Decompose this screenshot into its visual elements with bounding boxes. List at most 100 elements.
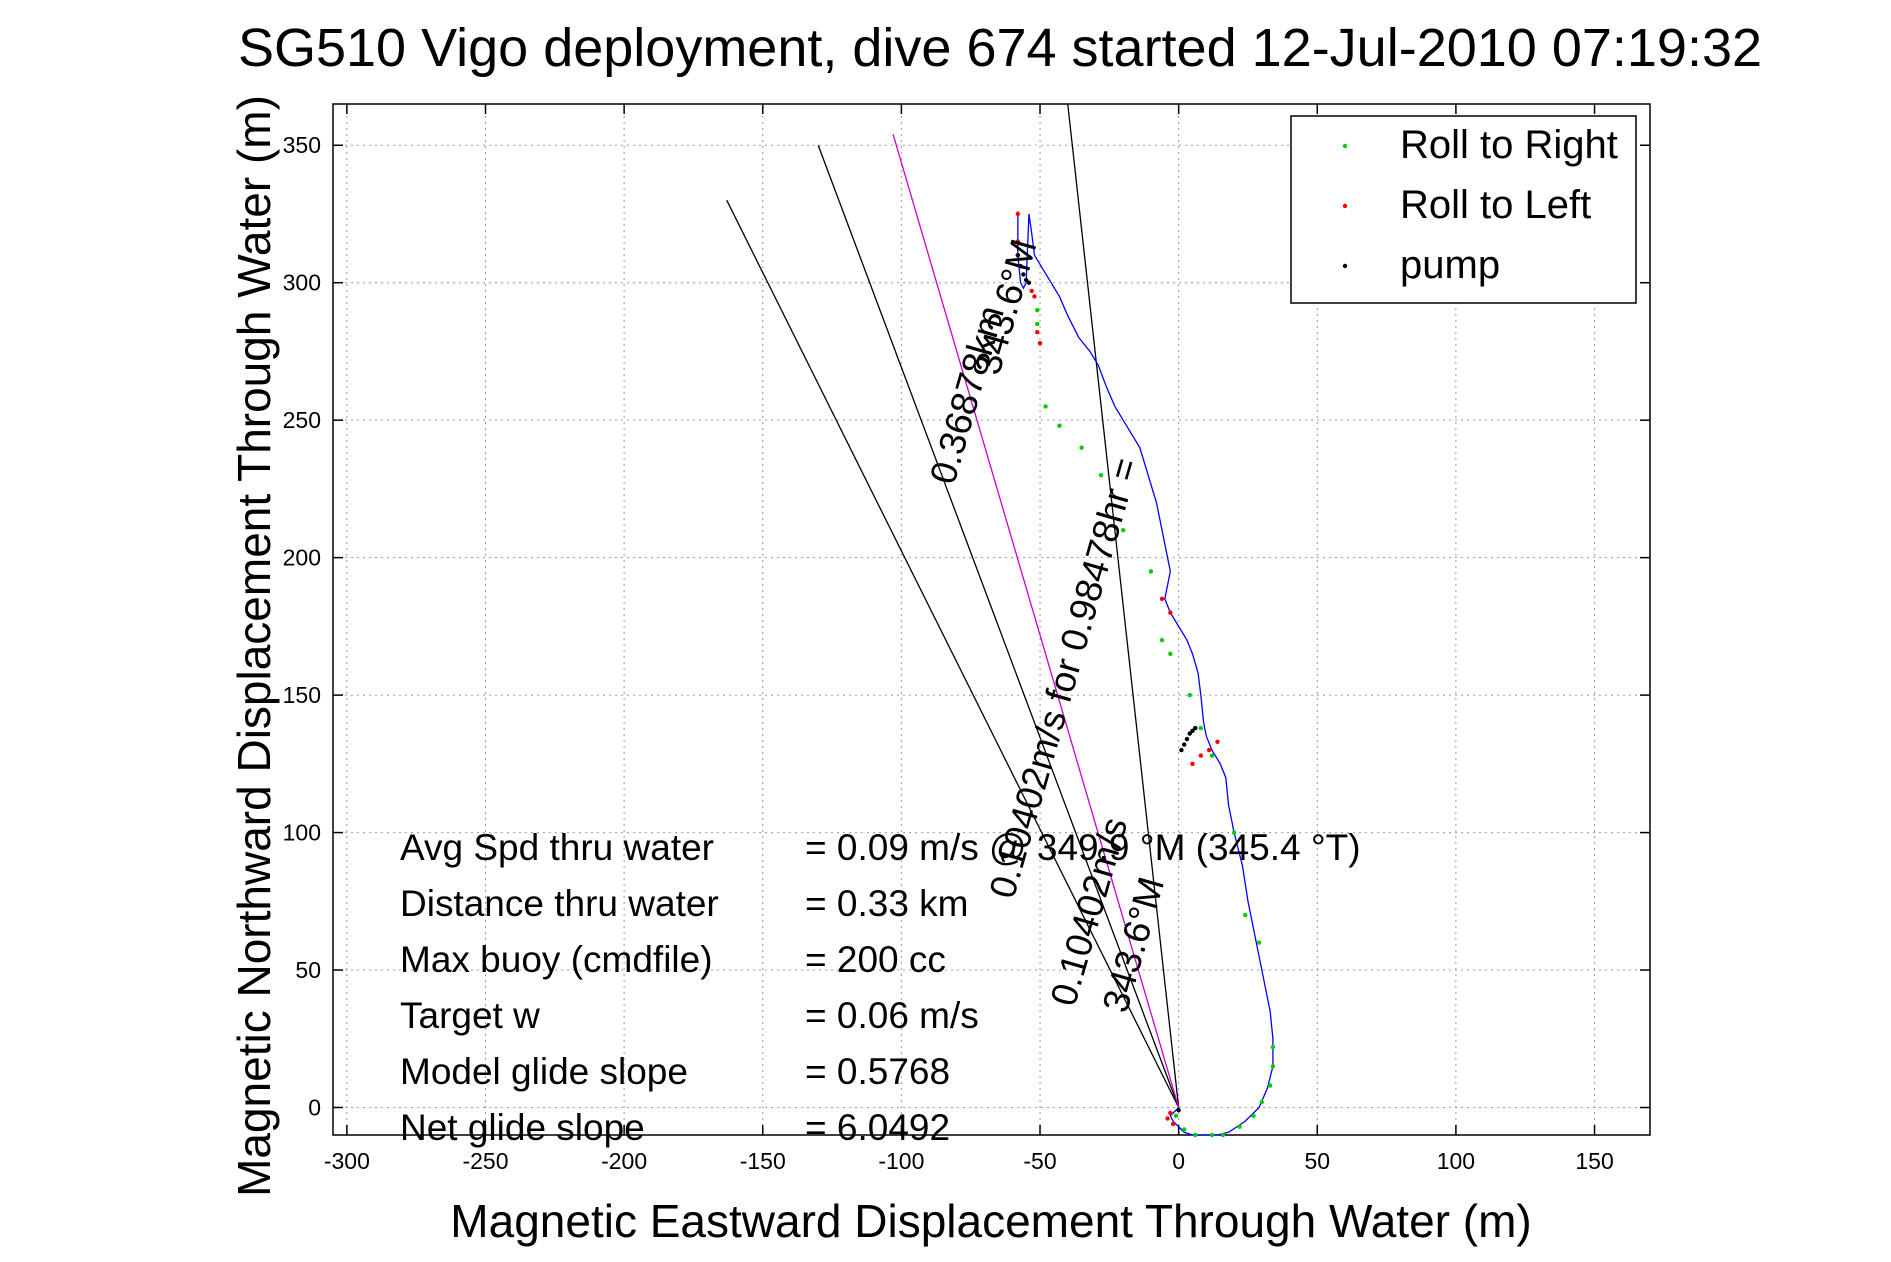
y-tick-label: 100 [283,820,321,846]
x-tick-label: -50 [1023,1148,1056,1174]
roll-right-point [1187,692,1192,698]
roll-right-point [1231,830,1237,835]
roll-right-point [1198,725,1204,731]
roll-right-point [1220,1132,1226,1138]
roll-left-point [1206,747,1212,753]
roll-left-point [1215,739,1220,745]
roll-right-point [1121,527,1126,533]
stat-value: = 200 cc [805,939,946,980]
reference-line [726,199,1180,1108]
legend-marker [1342,263,1348,269]
y-tick-label: 50 [295,957,321,983]
roll-left-point [1168,1110,1173,1116]
y-tick-label: 0 [308,1095,321,1121]
pump-point [1026,280,1032,285]
x-tick-label: 50 [1304,1148,1330,1174]
y-tick-label: 250 [283,407,321,433]
roll-right-point [1259,1099,1265,1105]
pump-point [1181,742,1187,747]
roll-left-point [1015,211,1021,217]
y-tick-label: 350 [283,132,321,158]
pump-point [1015,253,1021,258]
roll-right-point [1270,1044,1276,1050]
reference-line [1067,103,1180,1108]
stat-label: Model glide slope [400,1051,688,1092]
roll-right-point [1168,651,1173,657]
roll-left-point [1170,1121,1176,1127]
x-tick-label: 0 [1172,1148,1185,1174]
pump-point [1184,736,1190,742]
roll-right-point [1057,423,1062,428]
roll-right-point [1256,940,1262,945]
roll-left-point [1032,294,1037,299]
reference-line [892,134,1180,1108]
roll-right-point [1251,1113,1256,1118]
roll-left-point [1035,329,1040,335]
x-axis-label: Magnetic Eastward Displacement Through W… [450,1195,1531,1247]
pump-point [1193,725,1198,731]
pump-point [1018,264,1023,269]
roll-left-point [1159,596,1165,602]
roll-right-point [1237,1124,1242,1129]
legend: Roll to Right Roll to Left pump [1290,115,1637,304]
y-tick-label: 300 [283,270,321,296]
chart-title: SG510 Vigo deployment, dive 674 started … [238,18,1762,78]
y-tick-label: 200 [283,545,321,571]
roll-left-point [1165,1116,1170,1121]
stats-block: Avg Spd thru water = 0.09 m/s @ 349.9 °M … [400,827,1361,1148]
roll-right-point [1173,1113,1179,1118]
stat-label: Distance thru water [400,883,719,924]
pump-point [1187,731,1192,736]
roll-right-point [1181,1127,1187,1132]
reference-lines [726,103,1180,1108]
x-tick-label: 100 [1437,1148,1475,1174]
stat-value: = 0.06 m/s [805,995,979,1036]
roll-right-point [1209,753,1215,758]
plot-area-frame [332,103,1651,1136]
y-axis-label: Magnetic Northward Displacement Through … [228,95,280,1197]
reference-line [817,145,1180,1108]
roll-right-point [1267,1083,1273,1088]
stat-label: Net glide slope [400,1107,645,1148]
pump-point [1190,728,1195,734]
roll-right-point [1159,637,1165,643]
x-tick-label: -250 [462,1148,508,1174]
legend-label: Roll to Left [1400,183,1591,227]
x-tick-label: -100 [878,1148,924,1174]
roll-left-point [1015,239,1021,244]
stat-label: Avg Spd thru water [400,827,714,868]
pump-point [1176,1108,1181,1113]
roll-markers [1015,211,1276,1138]
track-line [1017,211,1274,1136]
x-tick-label: 150 [1575,1148,1613,1174]
stat-value: = 0.33 km [805,883,969,924]
roll-left-point [1037,340,1043,346]
roll-right-point [1193,1132,1198,1138]
legend-marker [1342,203,1348,209]
dive-track [1017,211,1274,1136]
roll-right-point [1043,404,1048,409]
roll-right-point [1270,1064,1276,1069]
legend-box [1290,115,1637,304]
grid [333,104,1650,1135]
roll-right-point [1035,321,1040,327]
legend-label: pump [1400,243,1500,287]
pump-point [1023,277,1029,283]
stat-label: Target w [400,995,540,1036]
roll-right-point [1148,569,1154,574]
roll-left-point [1190,761,1195,767]
stat-value: = 0.09 m/s @ 349.9 °M (345.4 °T) [805,827,1361,868]
roll-left-point [1168,610,1173,615]
stat-value: = 6.0492 [805,1107,950,1148]
y-tick-label: 150 [283,682,321,708]
axis-ticks: -300 -250 -200 -150 -100 -50 0 50 100 150 0 50 100 15… [283,104,1650,1174]
x-tick-label: -200 [601,1148,647,1174]
pump-point [1021,272,1026,277]
x-tick-label: -150 [740,1148,786,1174]
roll-left-point [1198,753,1204,758]
roll-right-point [1242,912,1248,918]
legend-marker [1342,143,1348,149]
roll-left-point [1029,288,1034,294]
roll-right-point [1098,472,1104,478]
